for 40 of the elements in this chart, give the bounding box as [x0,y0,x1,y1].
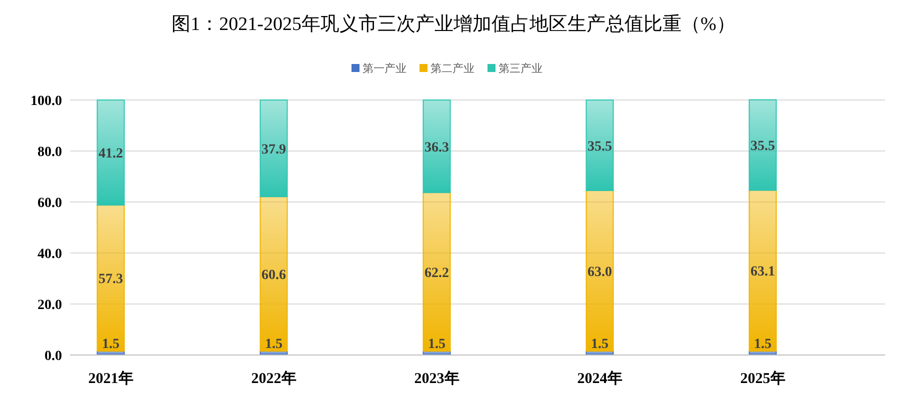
data-label: 63.0 [588,264,612,280]
x-tick-label: 2021年 [88,370,134,387]
data-label: 37.9 [262,142,286,158]
chart-title: 图1：2021-2025年巩义市三次产业增加值占地区生产总值比重（%） [172,13,736,35]
bar [96,100,125,206]
bar [422,192,451,352]
data-label: 60.6 [262,268,286,283]
y-tick-label: 60.0 [38,196,62,211]
bar [260,196,288,352]
bar [748,190,777,352]
legend-label: 第二产业 [430,62,474,75]
data-label: 1.5 [428,337,446,352]
x-tick-label: 2024年 [577,370,622,387]
bar [586,100,614,192]
data-label: 1.5 [591,337,608,352]
data-label: 35.5 [750,139,775,154]
data-label: 1.5 [265,337,282,352]
legend-label: 第三产业 [498,62,542,75]
legend-label: 第一产业 [362,62,406,75]
data-label: 36.3 [424,140,449,156]
y-tick-label: 80.0 [38,145,62,160]
bar [96,204,125,352]
y-tick-label: 40.0 [38,247,62,262]
y-tick-label: 20.0 [38,298,62,313]
data-label: 35.5 [588,139,612,154]
bar [422,100,451,194]
x-tick-label: 2022年 [251,370,296,387]
data-label: 1.5 [102,337,120,352]
bar [586,190,614,352]
x-tick-label: 2025年 [740,370,786,387]
y-tick-label: 100.0 [30,94,62,109]
y-tick-label: 0.0 [44,349,62,364]
bar [260,100,288,198]
data-label: 57.3 [98,272,123,288]
x-tick-label: 2023年 [414,370,460,387]
data-label: 1.5 [754,337,772,352]
data-label: 41.2 [98,146,123,162]
data-label: 62.2 [424,266,449,281]
data-label: 63.1 [750,264,775,280]
bar [748,99,777,191]
